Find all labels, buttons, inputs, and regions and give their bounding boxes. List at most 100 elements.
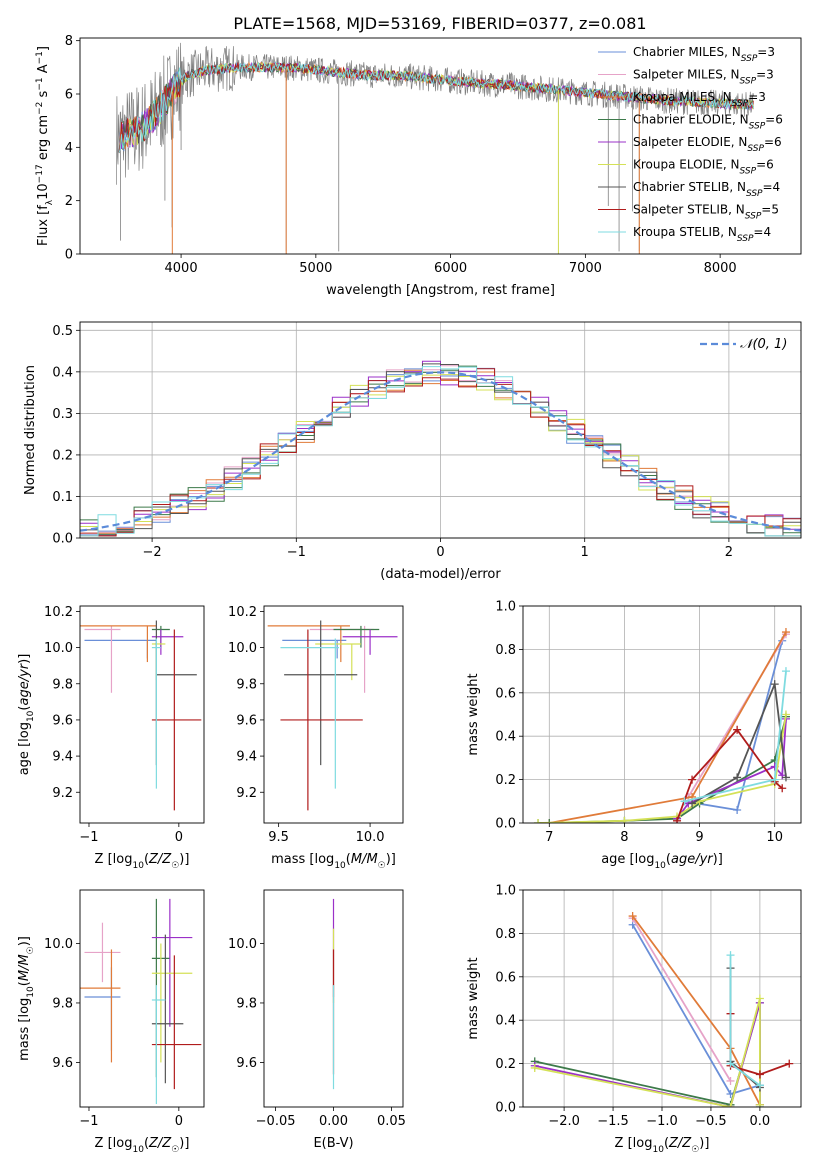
- plus-marker: [755, 1081, 764, 1090]
- y-axis-label: age [log10(age/yr)]: [17, 654, 36, 776]
- weight-line: [534, 1002, 761, 1107]
- x-tick-label: 5000: [299, 261, 332, 276]
- x-axis-label: mass [log10(M/M☉)]: [271, 852, 396, 871]
- plus-marker: [688, 775, 697, 784]
- y-tick-label: 8: [65, 34, 73, 49]
- y-tick-label: 0.4: [52, 365, 73, 380]
- age_vs_Z-panel: −1 0 9.2 9.4 9.6 9.8 10.0 10.2 Z [log10(Z/Z☉)] ag…: [17, 605, 205, 871]
- y-tick-label: 10.2: [228, 605, 257, 620]
- x-axis-label: Z [log10(Z/Z☉)]: [95, 1136, 190, 1155]
- x-tick-label: 1: [581, 545, 589, 560]
- x-tick-label: 0: [175, 1114, 183, 1129]
- y-tick-label: 0.4: [495, 1014, 516, 1029]
- y-axis-label: mass [log10(M/M☉)]: [17, 936, 36, 1061]
- y-tick-label: 9.4: [52, 750, 73, 765]
- legend-entry: Chabrier ELODIE, NSSP=6: [633, 113, 783, 132]
- x-tick-label: −1: [287, 545, 306, 560]
- weight-lines: [534, 628, 790, 823]
- y-tick-label: 10.0: [44, 937, 73, 952]
- legend-entry: 𝒩(0, 1): [740, 337, 787, 352]
- x-tick-label: 0.00: [319, 1114, 348, 1129]
- y-tick-label: 1.0: [495, 600, 516, 615]
- plus-marker: [733, 805, 742, 814]
- plus-marker: [680, 797, 689, 806]
- x-tick-label: −1.5: [597, 1114, 629, 1129]
- x-axis-label: E(B-V): [313, 1136, 353, 1151]
- axes-frame: [79, 321, 802, 539]
- y-tick-label: 10.0: [228, 937, 257, 952]
- x-tick-label: −1: [79, 830, 98, 845]
- plus-marker: [545, 819, 554, 823]
- y-tick-label: 0.2: [495, 1057, 516, 1072]
- x-tick-label: 0: [436, 545, 444, 560]
- plus-marker: [726, 951, 735, 960]
- weight-line: [549, 631, 787, 823]
- legend-entry: Chabrier MILES, NSSP=3: [633, 45, 775, 64]
- y-tick-label: 0.6: [495, 970, 516, 985]
- legend-entry: Kroupa ELODIE, NSSP=6: [633, 158, 774, 177]
- y-tick-label: 9.6: [236, 1056, 257, 1071]
- y-tick-label: 0.6: [495, 686, 516, 701]
- legend-entry: Salpeter MILES, NSSP=3: [633, 68, 774, 87]
- y-tick-label: 9.8: [236, 996, 257, 1011]
- x-tick-label: 7000: [569, 261, 602, 276]
- y-tick-label: 0.2: [495, 773, 516, 788]
- age_vs_mass-panel: 9.5 10.0 9.2 9.4 9.6 9.8 10.0 10.2 mass [log10(M…: [228, 605, 404, 871]
- axes-frame: [263, 605, 404, 824]
- y-tick-label: 0.8: [495, 643, 516, 658]
- y-axis-label: Normed distribution: [23, 365, 38, 495]
- y-tick-label: 9.4: [236, 750, 257, 765]
- plus-marker: [726, 1103, 735, 1107]
- plus-marker: [628, 912, 637, 921]
- y-tick-label: 0.5: [52, 324, 73, 339]
- x-axis-label: age [log10(age/yr)]: [601, 852, 723, 871]
- y-tick-label: 0.0: [495, 1101, 516, 1116]
- legend-entry: Chabrier STELIB, NSSP=4: [633, 180, 780, 199]
- x-tick-label: −0.05: [256, 1114, 296, 1129]
- x-tick-label: 10.0: [356, 830, 385, 845]
- axes-frame: [79, 37, 802, 255]
- x-tick-label: 0: [175, 830, 183, 845]
- x-tick-label: −1.0: [646, 1114, 678, 1129]
- mass_vs_ebv-panel: −0.05 0.00 0.05 9.6 9.8 10.0 E(B-V): [228, 889, 406, 1151]
- y-tick-label: 9.8: [52, 996, 73, 1011]
- weight-line: [631, 917, 732, 1082]
- y-tick-label: 0.4: [495, 730, 516, 745]
- plus-marker: [755, 994, 764, 1003]
- x-tick-label: −2.0: [548, 1114, 580, 1129]
- histogram-step: [80, 366, 801, 537]
- x-axis-label: (data-model)/error: [380, 567, 501, 582]
- spectrum-panel: 4000 5000 6000 7000 8000 0 2 4 6 8 wavelength [Ang…: [35, 34, 802, 298]
- y-tick-label: 10.0: [228, 641, 257, 656]
- legend-entry: Kroupa STELIB, NSSP=4: [633, 225, 771, 244]
- x-tick-label: 9.5: [268, 830, 289, 845]
- y-tick-label: 9.8: [52, 677, 73, 692]
- weight-line: [691, 683, 787, 805]
- y-tick-label: 0.0: [52, 532, 73, 547]
- x-tick-label: −1: [79, 1114, 98, 1129]
- weight_vs_Z-panel: −2.0 −1.5 −1.0 −0.5 0.0 0.0 0.2 0.4 0.6 0.8 1.0 Z […: [466, 884, 802, 1155]
- errorbars: [267, 620, 398, 811]
- y-tick-label: 4: [65, 141, 73, 156]
- weight-line: [534, 998, 761, 1107]
- normal-reference-curve: [80, 371, 801, 532]
- plus-marker: [781, 628, 790, 637]
- weight-line: [538, 716, 787, 823]
- plus-marker: [733, 725, 742, 734]
- mass_vs_Z-panel: −1 0 9.6 9.8 10.0 Z [log10(Z/Z☉)] mass [log10(…: [17, 889, 205, 1155]
- y-tick-label: 9.6: [52, 1056, 73, 1071]
- figure-title: PLATE=1568, MJD=53169, FIBERID=0377, z=0…: [233, 14, 646, 33]
- x-tick-label: 9: [695, 830, 703, 845]
- histograms: [80, 360, 801, 537]
- weight-line: [631, 915, 761, 1106]
- y-tick-label: 9.6: [236, 713, 257, 728]
- y-tick-label: 0: [65, 248, 73, 263]
- y-axis-label: mass weight: [466, 673, 481, 755]
- x-tick-label: 2: [725, 545, 733, 560]
- errorbars: [80, 620, 202, 811]
- plus-marker: [770, 680, 779, 689]
- model-spectrum-line: [118, 61, 754, 153]
- x-tick-label: 6000: [434, 261, 467, 276]
- y-tick-label: 9.2: [236, 786, 257, 801]
